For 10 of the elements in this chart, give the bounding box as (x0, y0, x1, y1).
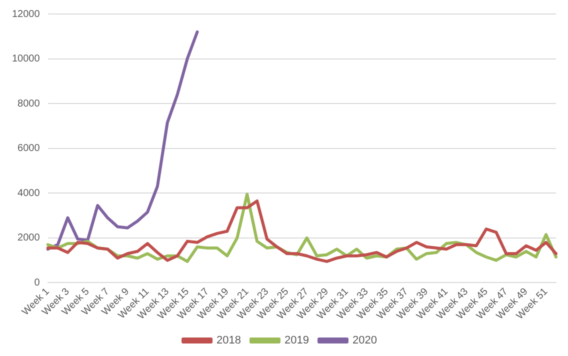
legend-label: 2018 (216, 334, 242, 347)
y-tick-label: 4000 (18, 188, 40, 199)
y-tick-label: 0 (34, 277, 40, 288)
legend-label: 2019 (284, 334, 309, 347)
y-tick-label: 6000 (18, 143, 40, 154)
y-tick-label: 8000 (18, 98, 40, 110)
y-tick-label: 2000 (18, 232, 40, 244)
y-tick-label: 12000 (12, 8, 40, 20)
legend-label: 2020 (352, 334, 377, 347)
y-tick-label: 10000 (12, 54, 40, 65)
